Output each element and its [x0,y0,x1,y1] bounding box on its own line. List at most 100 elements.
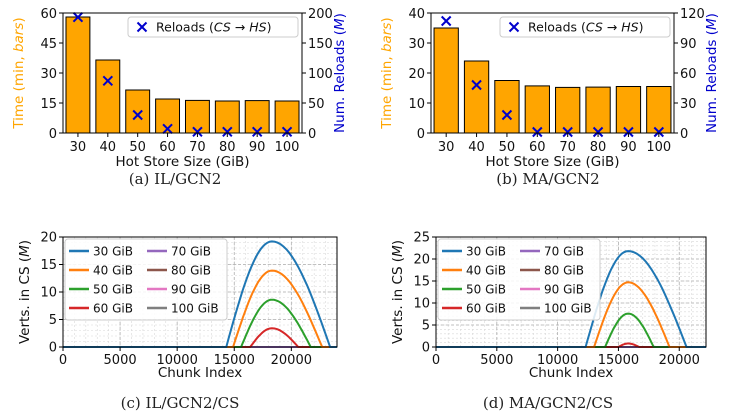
x-tick-label: 0 [432,353,440,368]
y-axis-label: Time (min, bars) [379,17,395,129]
bar [615,86,642,134]
bar [585,86,611,134]
bar [433,27,459,134]
y2-tick-label: 100 [308,67,333,82]
reload-marker [623,126,634,138]
x-tick-label: 40 [468,140,485,155]
series-line [63,327,337,348]
y2-tick-label: 90 [680,37,697,52]
series-line [436,281,706,348]
legend-label: 60 GiB [93,302,133,316]
plot-frame [435,236,707,348]
y-axis-label-part: bars [11,23,27,52]
legend-label: 100 GiB [544,302,592,316]
y-tick-label: 0 [422,341,430,356]
bar [646,86,672,134]
x-tick-label: 0 [59,353,67,368]
x-tick-label: 100 [646,140,671,155]
y-tick-label: 5 [49,313,57,328]
y2-axis-label-part: M [332,18,348,30]
y2-axis-label-part: ) [332,13,348,18]
reload-marker [72,11,84,23]
bar [463,60,490,134]
x-tick-label: 5000 [104,353,137,368]
legend-box [499,16,671,38]
x-tick-label: 50 [129,140,146,155]
y2-tick-label: 150 [308,37,333,52]
y-tick-label: 15 [40,258,57,273]
legend-label: 50 GiB [93,283,133,297]
bar [65,16,91,134]
y-axis-label-part: ) [11,17,27,22]
legend-marker [136,21,148,33]
bar [274,100,300,134]
y-tick-label: 30 [408,37,425,52]
y-axis-label-part: bars [379,23,395,52]
reload-marker [222,126,233,138]
reload-marker [532,126,543,138]
y-tick-label: 60 [40,7,57,22]
y-tick-label: 10 [413,297,430,312]
y-tick-label: 30 [40,67,57,82]
x-tick-label: 70 [189,140,206,155]
reload-marker [501,109,513,121]
legend-label: Reloads (CS → HS) [156,20,271,35]
reload-marker [102,75,114,87]
legend-box [64,238,228,321]
x-tick-label: 30 [70,140,87,155]
y-axis-label-part: ) [17,240,33,245]
x-axis-label: Hot Store Size (GiB) [116,154,250,170]
y-tick-label: 45 [40,37,57,52]
legend-label: 30 GiB [93,245,133,259]
y-axis-label-part: Verts. in CS ( [390,257,406,344]
y-tick-label: 20 [413,253,430,268]
legend-box [437,238,601,321]
y-tick-label: 0 [49,127,57,142]
x-tick-label: 20000 [659,353,700,368]
y-tick-label: 15 [413,275,430,290]
y2-axis-label: Num. Reloads (M) [332,13,348,133]
legend-label: 90 GiB [544,283,584,297]
legend-label: 60 GiB [466,302,506,316]
legend-label-part: ) [639,20,644,35]
reload-marker [251,126,263,138]
reload-marker [653,126,665,138]
legend-label: 80 GiB [544,264,584,278]
bar [184,99,210,134]
series-line [63,269,337,348]
caption: (b) MA/GCN2 [496,170,599,188]
reload-marker [281,126,293,138]
y2-tick-label: 60 [680,67,697,82]
series-line [63,298,337,348]
x-tick-label: 60 [159,140,176,155]
legend-marker [508,21,520,33]
y2-tick-label: 120 [680,7,705,22]
legend-label: 70 GiB [544,245,584,259]
series-line [436,342,706,348]
x-tick-label: 15000 [598,353,639,368]
y-axis-label-part: Verts. in CS ( [17,257,33,344]
y2-tick-label: 0 [680,127,688,142]
x-tick-label: 90 [249,140,266,155]
legend-label: 90 GiB [171,283,211,297]
x-tick-label: 20000 [271,353,312,368]
x-tick-label: 80 [219,140,236,155]
x-axis-label: Chunk Index [529,365,613,381]
y-tick-label: 25 [413,231,430,246]
y-tick-label: 10 [408,97,425,112]
x-tick-label: 60 [529,140,546,155]
y-tick-label: 5 [422,319,430,334]
y2-tick-label: 30 [680,97,697,112]
legend-label-part: CS → HS [586,20,639,35]
bar [214,100,240,134]
x-tick-label: 50 [499,140,516,155]
caption: (d) MA/GCN2/CS [483,394,613,412]
y2-axis-label: Num. Reloads (M) [704,13,720,133]
reload-marker [440,15,452,27]
y-axis-label: Verts. in CS (M) [17,240,33,344]
reload-marker [162,123,173,135]
x-axis-label: Hot Store Size (GiB) [486,154,620,170]
y-axis-label-part: M [17,245,33,257]
legend-label: 100 GiB [171,302,219,316]
y2-tick-label: 200 [308,7,333,22]
